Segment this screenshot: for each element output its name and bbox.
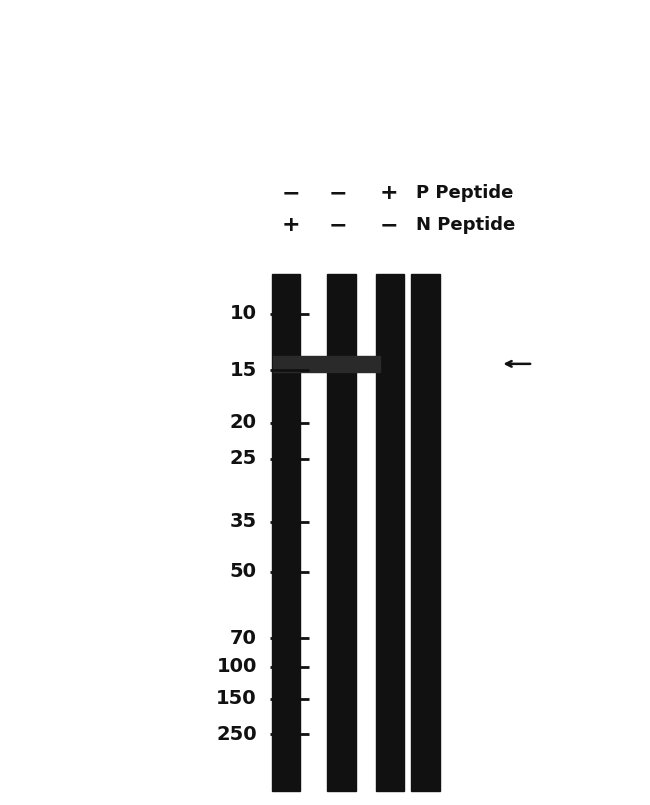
Text: −: − <box>380 216 398 235</box>
Bar <box>273 356 380 372</box>
Text: 70: 70 <box>230 629 257 648</box>
Text: −: − <box>282 184 300 203</box>
Text: 10: 10 <box>229 304 257 324</box>
Bar <box>272 274 300 791</box>
Bar <box>376 274 404 791</box>
Text: −: − <box>329 184 347 203</box>
Bar <box>327 274 356 791</box>
Text: 35: 35 <box>229 512 257 531</box>
Text: 50: 50 <box>229 562 257 581</box>
Text: 25: 25 <box>229 449 257 469</box>
Text: P Peptide: P Peptide <box>416 184 514 202</box>
Text: 250: 250 <box>216 724 257 744</box>
Text: N Peptide: N Peptide <box>416 217 515 234</box>
Text: +: + <box>282 216 300 235</box>
Text: −: − <box>329 216 347 235</box>
Text: 150: 150 <box>216 689 257 708</box>
Text: 20: 20 <box>229 413 257 432</box>
Bar <box>411 274 440 791</box>
Text: 15: 15 <box>229 361 257 380</box>
Text: +: + <box>380 184 398 203</box>
Text: 100: 100 <box>216 657 257 676</box>
